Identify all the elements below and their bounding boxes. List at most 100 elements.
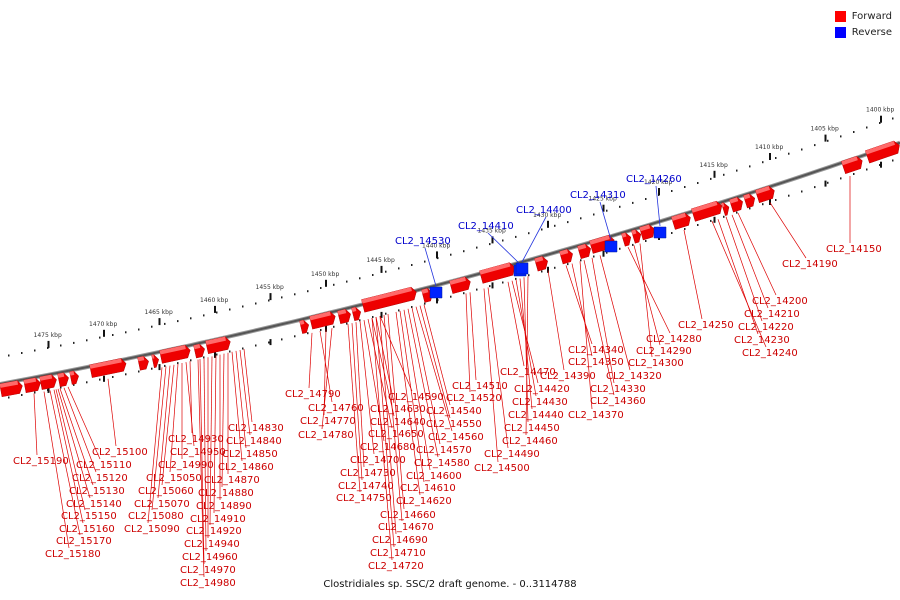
gene-label-cl2-14260: CL2_14260 bbox=[626, 174, 682, 185]
gene-highlight bbox=[137, 356, 145, 362]
minor-tick bbox=[320, 329, 322, 331]
gene-label-cl2-14250: CL2_14250 bbox=[678, 320, 734, 331]
minor-tick bbox=[684, 228, 686, 230]
gene-label-cl2-14880: CL2_14880 bbox=[198, 488, 254, 499]
minor-tick bbox=[645, 198, 647, 200]
gene-leader bbox=[407, 308, 439, 458]
minor-tick bbox=[710, 219, 712, 222]
gene-leader bbox=[423, 304, 451, 406]
gene-label-cl2-14310: CL2_14310 bbox=[570, 190, 626, 201]
minor-tick bbox=[34, 391, 36, 394]
gene-label-cl2-15060: CL2_15060 bbox=[138, 486, 194, 497]
gene-leader bbox=[487, 287, 509, 449]
gene-leader bbox=[347, 324, 361, 493]
ruler-label: 1425 kbp bbox=[589, 196, 617, 203]
major-tick bbox=[713, 170, 716, 178]
minor-tick bbox=[47, 347, 49, 349]
minor-tick bbox=[294, 293, 296, 296]
minor-tick bbox=[567, 263, 569, 266]
gene-leader bbox=[59, 388, 94, 486]
minor-tick bbox=[528, 274, 530, 277]
gene-label-cl2-14860: CL2_14860 bbox=[218, 462, 274, 473]
minor-tick bbox=[840, 135, 842, 138]
gene-highlight bbox=[69, 370, 75, 376]
minor-tick bbox=[775, 157, 777, 159]
minor-tick bbox=[775, 199, 777, 201]
minor-tick bbox=[606, 251, 608, 254]
minor-tick bbox=[580, 217, 582, 220]
gene-label-cl2-14210: CL2_14210 bbox=[744, 309, 800, 320]
gene-label-cl2-14280: CL2_14280 bbox=[646, 334, 702, 345]
gene-label-cl2-14290: CL2_14290 bbox=[636, 346, 692, 357]
gene-leader bbox=[711, 221, 767, 348]
minor-tick bbox=[554, 224, 556, 227]
gene-label-cl2-14240: CL2_14240 bbox=[742, 348, 798, 359]
gene-label-cl2-14410: CL2_14410 bbox=[458, 221, 514, 232]
gene-label-cl2-14890: CL2_14890 bbox=[196, 501, 252, 512]
gene-label-cl2-15050: CL2_15050 bbox=[146, 473, 202, 484]
gene-leader bbox=[395, 311, 421, 496]
gene-leader bbox=[639, 243, 653, 358]
forward-gene-block bbox=[631, 229, 642, 244]
minor-tick bbox=[320, 287, 322, 289]
gene-label-cl2-14980: CL2_14980 bbox=[180, 578, 236, 589]
forward-gene-block bbox=[23, 377, 41, 394]
forward-gene-block bbox=[479, 262, 516, 284]
minor-tick bbox=[281, 338, 283, 341]
forward-gene-block bbox=[577, 243, 591, 260]
gene-track bbox=[0, 140, 900, 398]
gene-highlight bbox=[57, 372, 65, 378]
major-tick bbox=[325, 279, 327, 287]
gene-label-cl2-14630: CL2_14630 bbox=[370, 404, 426, 415]
gene-highlight bbox=[361, 287, 412, 304]
gene-label-cl2-14760: CL2_14760 bbox=[308, 403, 364, 414]
gene-highlight bbox=[671, 212, 686, 221]
ruler-label: 1405 kbp bbox=[811, 126, 839, 133]
minor-tick bbox=[567, 221, 569, 224]
gene-label-cl2-15180: CL2_15180 bbox=[45, 549, 101, 560]
minor-tick bbox=[528, 232, 530, 235]
gene-highlight bbox=[729, 197, 739, 204]
minor-tick bbox=[190, 317, 192, 320]
gene-leader bbox=[383, 314, 403, 522]
reverse-leader bbox=[599, 201, 612, 241]
gene-leader bbox=[371, 317, 393, 561]
minor-tick bbox=[866, 168, 868, 171]
gene-label-cl2-14910: CL2_14910 bbox=[190, 514, 246, 525]
gene-label-cl2-14510: CL2_14510 bbox=[452, 381, 508, 392]
minor-tick bbox=[268, 341, 270, 344]
major-tick bbox=[602, 204, 605, 212]
forward-gene-block bbox=[0, 380, 23, 398]
minor-tick bbox=[580, 259, 582, 262]
gene-leader bbox=[387, 313, 405, 510]
gene-label-cl2-14320: CL2_14320 bbox=[606, 371, 662, 382]
minor-tick bbox=[853, 173, 855, 175]
major-tick bbox=[547, 266, 549, 273]
ruler-label: 1440 kbp bbox=[422, 242, 450, 249]
major-tick bbox=[769, 199, 771, 205]
gene-highlight bbox=[691, 201, 718, 213]
minor-tick bbox=[203, 314, 205, 317]
minor-tick bbox=[307, 290, 309, 293]
gene-leader bbox=[33, 393, 38, 456]
minor-tick bbox=[892, 159, 894, 162]
genome-caption: Clostridiales sp. SSC/2 draft genome. - … bbox=[323, 579, 577, 590]
minor-tick bbox=[372, 316, 374, 318]
gene-leader bbox=[371, 317, 395, 417]
forward-gene-block bbox=[729, 197, 743, 213]
gene-leader bbox=[469, 292, 477, 381]
gene-label-cl2-14920: CL2_14920 bbox=[186, 526, 242, 537]
major-tick bbox=[380, 311, 383, 318]
gene-label-cl2-14300: CL2_14300 bbox=[628, 358, 684, 369]
gene-label-cl2-14730: CL2_14730 bbox=[340, 468, 396, 479]
gene-label-cl2-14490: CL2_14490 bbox=[484, 449, 540, 460]
gene-label-cl2-14520: CL2_14520 bbox=[446, 393, 502, 404]
gene-label-cl2-14850: CL2_14850 bbox=[222, 449, 278, 460]
legend-forward-label: Forward bbox=[851, 10, 892, 22]
gene-leader bbox=[627, 246, 671, 334]
major-tick bbox=[602, 250, 605, 257]
gene-highlight bbox=[449, 276, 466, 285]
gene-highlight bbox=[159, 345, 186, 355]
gene-leader bbox=[151, 366, 167, 511]
forward-gene-block bbox=[865, 140, 900, 164]
